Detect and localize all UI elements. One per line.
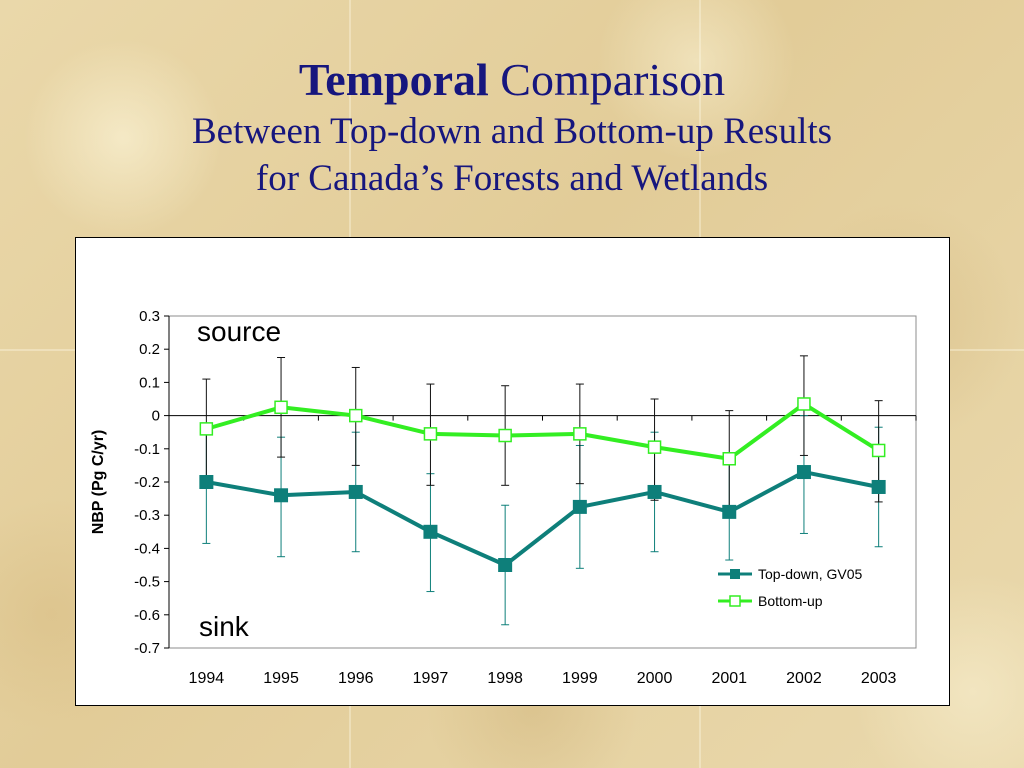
nbp-line-chart: 0.3 0.2 0.1 0 -0.1 -0.2 -0.3 -0.4 -0.5 -0.6 -0.7 19… [90,308,917,687]
x-tick-label: 1997 [413,670,449,687]
x-tick-label: 2002 [786,670,822,687]
data-point-bottom-up [573,427,587,441]
data-point-bottom-up [349,408,363,423]
data-point-bottom-up [797,397,811,411]
y-tick-label: -0.4 [134,540,160,557]
y-tick-label: 0.1 [139,374,160,391]
slide-subtitle-line1: Between Top-down and Bottom-up Results [191,111,833,152]
data-point-bottom-up [423,427,438,441]
x-tick-label: 2000 [637,670,673,687]
legend: Top-down, GV05 Bottom-up [718,566,862,609]
data-point-top-down [348,484,363,499]
data-point-bottom-up [647,440,662,454]
series-line-bottom-up [205,401,880,461]
data-point-top-down [871,479,886,494]
slide-title: Temporal Comparison [0,52,1024,108]
legend-swatch-marker [729,595,741,607]
x-tick-label: 2003 [861,670,897,687]
legend-label: Bottom-up [758,593,823,609]
x-tick-label: 1994 [189,670,225,687]
x-tick-label: 2001 [711,670,747,687]
y-axis-title: NBP (Pg C/yr) [90,430,107,535]
data-point-bottom-up [274,400,288,415]
data-point-top-down [199,475,214,489]
y-tick-label: -0.1 [134,441,160,458]
data-point-top-down [274,488,289,503]
series-line-top-down [205,470,880,567]
data-point-bottom-up [199,422,214,436]
y-tick-label: -0.5 [134,574,160,591]
x-tick-label: 1996 [338,670,374,687]
data-point-top-down [722,504,737,519]
annotation-sink: sink [199,611,250,642]
data-point-top-down [572,499,587,514]
legend-label: Top-down, GV05 [758,566,862,582]
data-point-top-down [796,465,811,480]
y-tick-label: -0.7 [134,640,160,657]
x-tick-label: 1999 [562,670,598,687]
data-point-bottom-up [722,452,736,466]
data-point-bottom-up [498,428,512,443]
annotation-source: source [197,316,281,347]
legend-swatch-marker [730,569,740,579]
y-tick-label: -0.2 [134,474,160,491]
slide-title-bold: Temporal [298,54,489,105]
slide-subtitle-line2: for Canada’s Forests and Wetlands [255,158,769,199]
y-tick-label: -0.6 [134,607,160,624]
data-point-top-down [647,484,662,499]
data-point-top-down [423,524,438,539]
y-tick-label: 0 [152,408,160,425]
x-tick-label: 1995 [263,670,299,687]
slide-title-rest: Comparison [500,54,726,105]
y-tick-label: -0.3 [134,507,160,524]
data-point-bottom-up [871,443,886,458]
chart-panel: 0.3 0.2 0.1 0 -0.1 -0.2 -0.3 -0.4 -0.5 -0.6 -0.7 19… [75,237,950,706]
y-tick-label: 0.3 [139,308,160,325]
data-point-top-down [498,558,513,572]
y-tick-label: 0.2 [139,341,160,358]
x-tick-label: 1998 [487,670,523,687]
slide-title-block: Temporal Comparison Between Top-down and… [0,52,1024,202]
